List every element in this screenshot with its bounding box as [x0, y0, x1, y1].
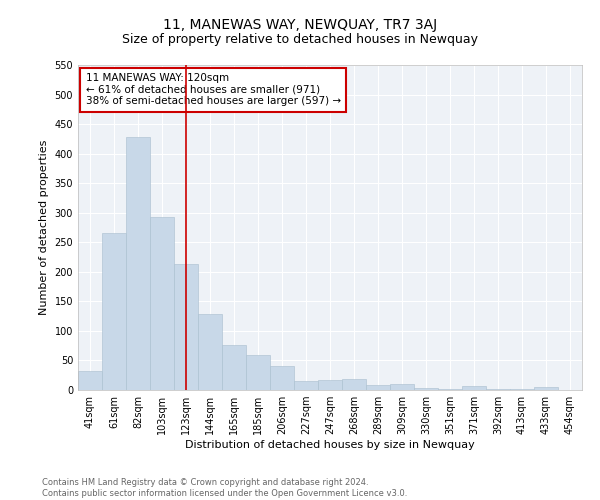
Text: Size of property relative to detached houses in Newquay: Size of property relative to detached ho…: [122, 32, 478, 46]
Bar: [78, 371, 102, 390]
Bar: [486, 389, 510, 390]
Bar: [126, 137, 150, 390]
X-axis label: Distribution of detached houses by size in Newquay: Distribution of detached houses by size …: [185, 440, 475, 450]
Bar: [342, 380, 366, 390]
Bar: [150, 217, 174, 390]
Bar: [414, 388, 438, 390]
Bar: [366, 384, 390, 390]
Bar: [222, 345, 246, 390]
Bar: [534, 387, 558, 390]
Bar: [270, 366, 294, 390]
Bar: [438, 389, 462, 390]
Bar: [294, 381, 318, 390]
Bar: [318, 380, 342, 390]
Bar: [462, 386, 486, 390]
Text: 11, MANEWAS WAY, NEWQUAY, TR7 3AJ: 11, MANEWAS WAY, NEWQUAY, TR7 3AJ: [163, 18, 437, 32]
Bar: [510, 389, 534, 390]
Text: 11 MANEWAS WAY: 120sqm
← 61% of detached houses are smaller (971)
38% of semi-de: 11 MANEWAS WAY: 120sqm ← 61% of detached…: [86, 73, 341, 106]
Bar: [198, 314, 222, 390]
Bar: [246, 354, 270, 390]
Y-axis label: Number of detached properties: Number of detached properties: [39, 140, 49, 315]
Bar: [390, 384, 414, 390]
Bar: [174, 264, 198, 390]
Bar: [102, 234, 126, 390]
Text: Contains HM Land Registry data © Crown copyright and database right 2024.
Contai: Contains HM Land Registry data © Crown c…: [42, 478, 407, 498]
